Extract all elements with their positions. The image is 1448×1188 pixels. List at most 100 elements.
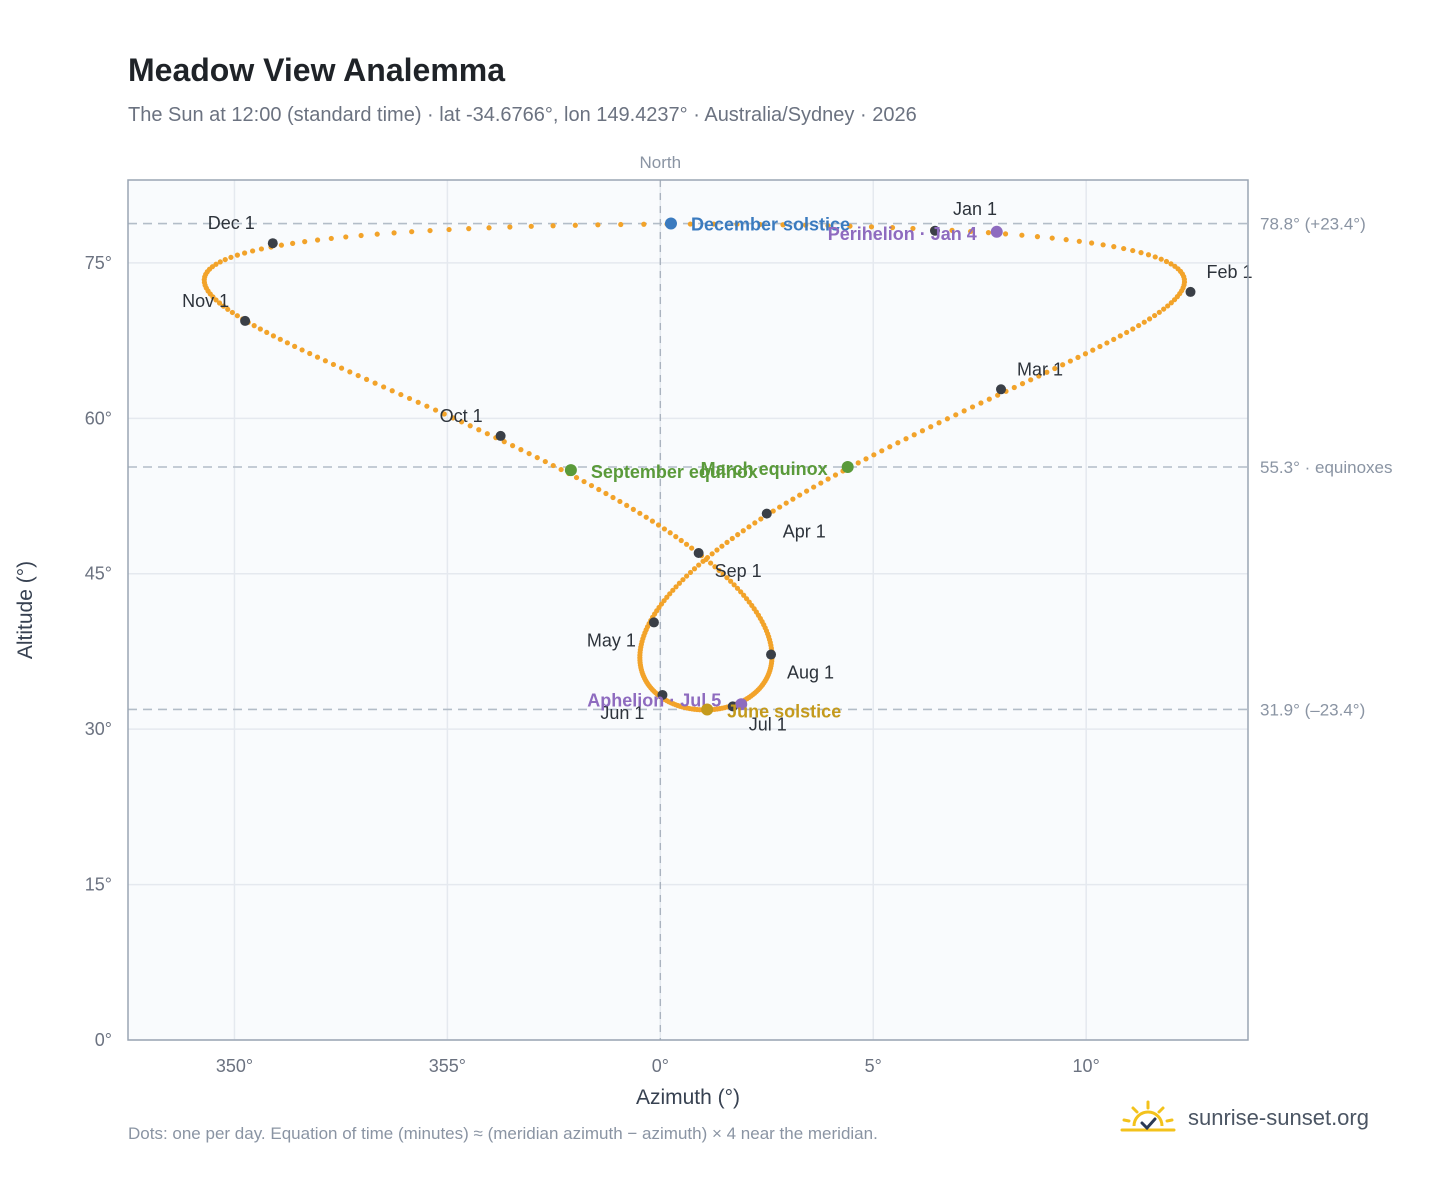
daily-sun-dot	[1044, 369, 1050, 375]
daily-sun-dot	[1019, 381, 1026, 387]
daily-sun-dot	[476, 427, 482, 433]
daily-sun-dot	[1158, 256, 1164, 262]
y-tick-label: 75°	[85, 253, 112, 273]
daily-sun-dot	[1019, 232, 1025, 238]
daily-sun-dot	[1163, 258, 1170, 265]
daily-sun-dot	[1130, 326, 1136, 332]
daily-sun-dot	[780, 222, 786, 228]
daily-sun-dot	[330, 361, 337, 368]
daily-sun-dot	[338, 365, 345, 371]
daily-sun-dot	[961, 408, 967, 414]
y-axis-ticks: 0° 15° 30° 45° 60° 75°	[85, 253, 112, 1050]
daily-sun-dot	[752, 520, 758, 526]
month-label: Nov 1	[182, 291, 229, 311]
daily-sun-dot	[427, 227, 433, 234]
daily-sun-dot	[1121, 245, 1127, 252]
daily-sun-dot	[728, 578, 734, 584]
daily-sun-dot	[573, 474, 580, 481]
daily-sun-dot	[1165, 303, 1171, 309]
daily-sun-dot	[637, 510, 643, 516]
daily-sun-dot	[1097, 343, 1103, 350]
daily-sun-dot	[1075, 354, 1081, 360]
brand-name[interactable]: sunrise-sunset.org	[1188, 1105, 1369, 1130]
y-tick-label: 15°	[85, 875, 112, 895]
daily-sun-dot	[618, 221, 624, 228]
daily-sun-dot	[381, 384, 387, 390]
event-label: Perihelion · Jan 4	[828, 224, 977, 244]
daily-sun-dot	[534, 454, 540, 461]
event-label: March equinox	[701, 459, 828, 479]
daily-sun-dot	[910, 225, 916, 232]
daily-sun-dot	[746, 524, 752, 530]
reference-line-label: 31.9° (–23.4°)	[1260, 700, 1365, 719]
month-marker	[495, 430, 506, 441]
x-tick-label: 10°	[1073, 1056, 1100, 1076]
month-label: Dec 1	[208, 213, 255, 233]
daily-sun-dot	[825, 476, 831, 482]
daily-sun-dot	[358, 232, 364, 239]
event-marker	[664, 217, 677, 230]
daily-sun-dot	[322, 358, 328, 364]
daily-sun-dot	[1161, 306, 1167, 312]
daily-sun-dot	[1036, 373, 1042, 379]
daily-sun-dot	[687, 221, 693, 227]
daily-sun-dot	[724, 539, 730, 545]
daily-sun-dot	[314, 237, 321, 243]
daily-sun-dot	[879, 448, 885, 454]
daily-sun-dot	[302, 239, 308, 245]
daily-sun-dot	[1060, 362, 1066, 368]
daily-sun-dot	[734, 221, 740, 227]
daily-sun-dot	[743, 596, 750, 602]
daily-sun-dot	[415, 399, 421, 405]
daily-sun-dot	[696, 562, 702, 568]
daily-sun-dot	[903, 436, 909, 442]
daily-sun-dot	[804, 488, 810, 494]
daily-sun-dot	[441, 411, 447, 417]
brand[interactable]: sunrise-sunset.org	[1120, 1100, 1369, 1136]
daily-sun-dot	[1089, 240, 1095, 246]
daily-sun-dot	[825, 223, 831, 229]
daily-sun-dot	[1090, 347, 1096, 353]
daily-sun-dot	[953, 412, 959, 418]
daily-sun-dot	[995, 392, 1001, 398]
daily-sun-dot	[1076, 238, 1082, 244]
daily-sun-dot	[680, 577, 686, 583]
daily-sun-dot	[1138, 250, 1144, 256]
daily-sun-dot	[641, 221, 647, 227]
daily-sun-dot	[1063, 237, 1069, 243]
event-marker	[564, 464, 577, 477]
chart-subtitle: The Sun at 12:00 (standard time) · lat -…	[128, 104, 917, 126]
daily-sun-dot	[683, 541, 690, 547]
daily-sun-dot	[391, 230, 397, 236]
daily-sun-dot	[278, 242, 285, 248]
month-marker	[996, 384, 1007, 395]
month-marker	[1185, 286, 1196, 297]
daily-sun-dot	[783, 500, 789, 506]
daily-sun-dot	[978, 400, 984, 406]
month-label: Apr 1	[783, 522, 826, 542]
daily-sun-dot	[258, 246, 265, 252]
daily-sun-dot	[225, 306, 231, 312]
daily-sun-dot	[518, 447, 524, 453]
daily-sun-dot	[1152, 312, 1158, 319]
daily-sun-dot	[588, 482, 595, 489]
y-tick-label: 60°	[85, 408, 112, 428]
month-markers: Jan 1 Feb 1 Mar 1 Apr 1 May 1 Jun 1 Jul 1 Aug 1…	[182, 199, 1252, 735]
plot-background	[128, 180, 1248, 1040]
month-label: Jan 1	[953, 199, 997, 219]
daily-sun-dot	[347, 369, 353, 375]
daily-sun-dot	[257, 326, 263, 332]
daily-sun-dot	[889, 224, 896, 231]
daily-sun-dot	[363, 376, 370, 382]
daily-sun-dot	[777, 504, 783, 510]
daily-sun-dot	[703, 556, 709, 562]
month-label: May 1	[587, 630, 636, 650]
daily-sun-dot	[731, 582, 737, 588]
daily-sun-dot	[895, 440, 901, 446]
daily-sun-dot	[466, 226, 472, 232]
event-label: December solstice	[691, 215, 850, 235]
month-marker	[727, 701, 738, 712]
month-label: Aug 1	[787, 663, 834, 683]
